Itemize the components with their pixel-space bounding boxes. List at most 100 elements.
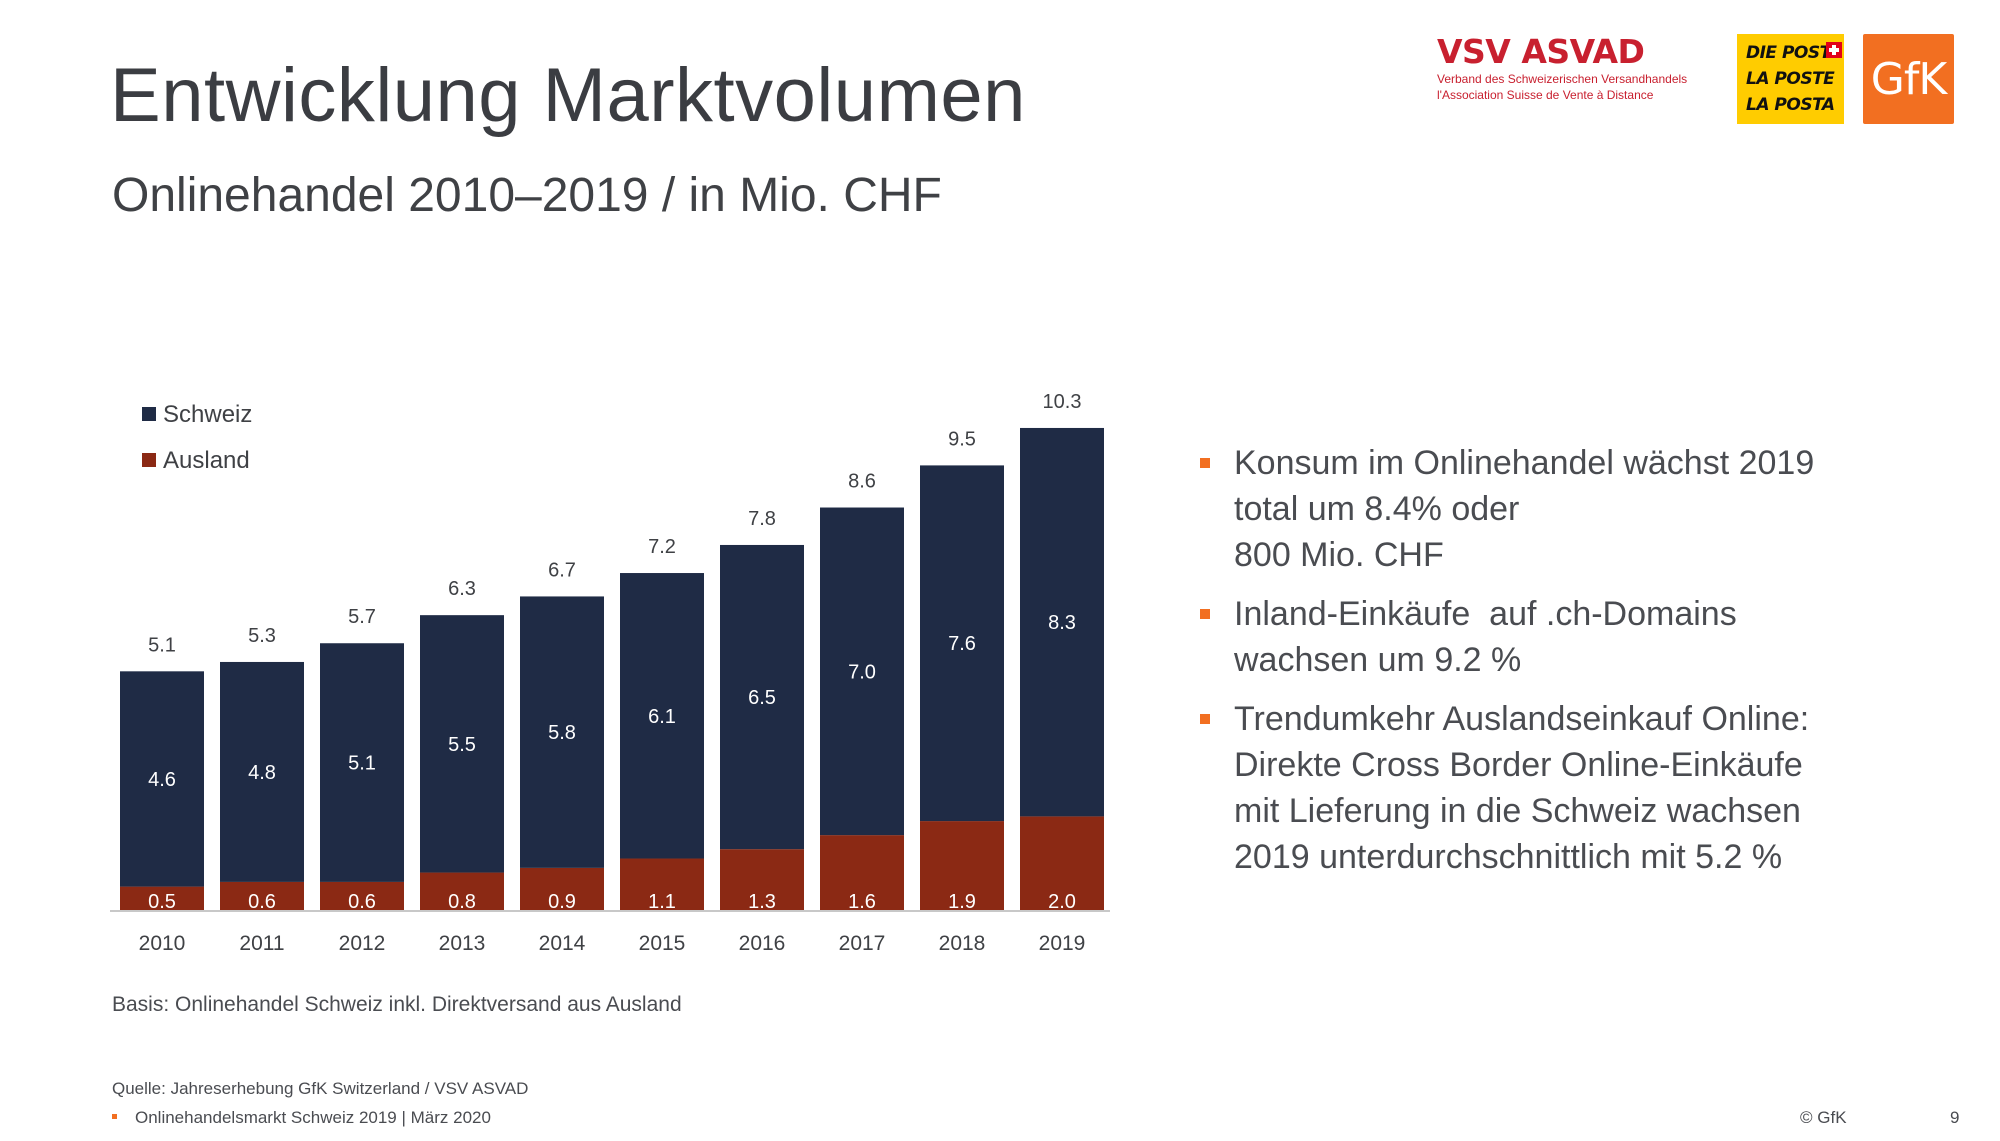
label-total: 5.7 <box>348 606 376 628</box>
x-tick-label: 2015 <box>639 932 686 955</box>
label-ausland: 1.6 <box>848 891 876 913</box>
bar-schweiz <box>620 573 704 859</box>
label-ausland: 1.1 <box>648 891 676 913</box>
finding-line: wachsen um 9.2 % <box>1234 641 1522 679</box>
page-subtitle: Onlinehandel 2010–2019 / in Mio. CHF <box>112 169 942 222</box>
post-line-it: LA POSTA <box>1746 95 1835 115</box>
vsv-asvad-logo: VSV ASVAD Verband des Schweizerischen Ve… <box>1437 32 1722 112</box>
finding-line: Konsum im Onlinehandel wächst 2019 <box>1234 444 1815 482</box>
bar-ausland <box>1020 816 1104 910</box>
finding-line: 800 Mio. CHF <box>1234 536 1444 574</box>
label-total: 8.6 <box>848 471 876 493</box>
label-total: 5.3 <box>248 625 276 647</box>
bar-ausland <box>920 821 1004 910</box>
x-tick-label: 2010 <box>139 932 186 955</box>
label-schweiz: 5.5 <box>448 734 476 756</box>
label-total: 10.3 <box>1043 391 1082 413</box>
die-post-logo: DIE POST LA POSTE LA POSTA <box>1737 34 1844 124</box>
label-total: 7.2 <box>648 536 676 558</box>
label-schweiz: 5.1 <box>348 753 376 775</box>
label-schweiz: 6.1 <box>648 706 676 728</box>
source-note: Quelle: Jahreserhebung GfK Switzerland /… <box>112 1079 529 1098</box>
label-ausland: 0.5 <box>148 891 176 913</box>
bar-ausland <box>420 872 504 910</box>
bar-ausland <box>220 881 304 910</box>
page-title: Entwicklung Marktvolumen <box>110 53 1026 138</box>
gfk-logo: GfK <box>1863 34 1954 124</box>
bullet-square-icon <box>1200 458 1210 468</box>
finding-item: Konsum im Onlinehandel wächst 2019 total… <box>1200 440 1920 578</box>
label-ausland: 0.6 <box>248 891 276 913</box>
label-schweiz: 4.6 <box>148 769 176 791</box>
finding-line: total um 8.4% oder <box>1234 490 1520 528</box>
bar-schweiz <box>920 465 1004 822</box>
gfk-logo-text: GfK <box>1870 54 1947 105</box>
label-total: 6.7 <box>548 559 576 581</box>
bar-ausland <box>120 886 204 910</box>
label-schweiz: 7.0 <box>848 661 876 683</box>
bar-ausland <box>520 867 604 910</box>
bar-schweiz <box>420 615 504 873</box>
basis-note: Basis: Onlinehandel Schweiz inkl. Direkt… <box>112 993 682 1016</box>
bar-ausland <box>320 881 404 910</box>
x-tick-label: 2019 <box>1039 932 1086 955</box>
label-schweiz: 7.6 <box>948 633 976 655</box>
label-schweiz: 5.8 <box>548 722 576 744</box>
bullet-square-icon <box>1200 609 1210 619</box>
vsv-tagline-de: Verband des Schweizerischen Versandhande… <box>1437 72 1688 86</box>
market-volume-chart: 0.5 4.6 5.1 2010 0.6 4.8 5.3 2011 0.6 5.1 5.7 2012 0… <box>110 391 1110 955</box>
bullet-square-icon <box>1200 714 1210 724</box>
label-schweiz: 6.5 <box>748 687 776 709</box>
legend-swatch <box>142 407 156 421</box>
report-footer: Onlinehandelsmarkt Schweiz 2019 | März 2… <box>112 1108 491 1128</box>
legend-label: Ausland <box>163 447 250 474</box>
label-total: 7.8 <box>748 508 776 530</box>
page-number: 9 <box>1950 1108 1960 1127</box>
x-tick-label: 2018 <box>939 932 986 955</box>
post-line-de: DIE POST <box>1746 43 1831 63</box>
label-ausland: 2.0 <box>1048 891 1076 913</box>
finding-item: Inland-Einkäufe auf .ch-Domains wachsen … <box>1200 591 1920 683</box>
label-ausland: 0.8 <box>448 891 476 913</box>
x-tick-label: 2016 <box>739 932 786 955</box>
label-ausland: 1.3 <box>748 891 776 913</box>
bar-schweiz <box>120 671 204 887</box>
bar-schweiz <box>220 661 304 882</box>
bar-schweiz <box>1020 427 1104 817</box>
x-tick-label: 2011 <box>239 932 284 955</box>
label-ausland: 1.9 <box>948 891 976 913</box>
finding-line: Trendumkehr Auslandseinkauf Online: <box>1234 700 1810 738</box>
x-tick-label: 2014 <box>539 932 586 955</box>
finding-line: Inland-Einkäufe auf .ch-Domains <box>1234 595 1737 633</box>
x-tick-label: 2017 <box>839 932 886 955</box>
copyright: © GfK <box>1800 1108 1847 1127</box>
label-ausland: 0.9 <box>548 891 576 913</box>
finding-line: mit Lieferung in die Schweiz wachsen <box>1234 792 1801 830</box>
label-total: 9.5 <box>948 428 976 450</box>
legend-label: Schweiz <box>163 401 252 428</box>
finding-line: Direkte Cross Border Online-Einkäufe <box>1234 746 1803 784</box>
label-total: 5.1 <box>148 634 176 656</box>
x-tick-label: 2013 <box>439 932 486 955</box>
bar-schweiz <box>720 544 804 850</box>
bar-schweiz <box>520 596 604 868</box>
finding-item: Trendumkehr Auslandseinkauf Online: Dire… <box>1200 696 1920 880</box>
footer-bullet-icon <box>112 1114 117 1120</box>
key-findings: Konsum im Onlinehandel wächst 2019 total… <box>1200 440 1920 893</box>
label-ausland: 0.6 <box>348 891 376 913</box>
vsv-brand: VSV ASVAD <box>1437 32 1645 71</box>
bar-ausland <box>720 849 804 910</box>
bar-ausland <box>820 835 904 910</box>
post-line-fr: LA POSTE <box>1746 69 1835 89</box>
x-tick-label: 2012 <box>339 932 386 955</box>
label-total: 6.3 <box>448 578 476 600</box>
finding-line: 2019 unterdurchschnittlich mit 5.2 % <box>1234 838 1783 876</box>
vsv-tagline-fr: l'Association Suisse de Vente à Distance <box>1437 88 1654 102</box>
bar-ausland <box>620 858 704 910</box>
bar-schweiz <box>820 507 904 836</box>
report-label: Onlinehandelsmarkt Schweiz 2019 | März 2… <box>135 1108 491 1127</box>
swiss-cross-icon <box>1826 42 1842 58</box>
legend-swatch <box>142 453 156 467</box>
bar-schweiz <box>320 643 404 882</box>
label-schweiz: 8.3 <box>1048 612 1076 634</box>
